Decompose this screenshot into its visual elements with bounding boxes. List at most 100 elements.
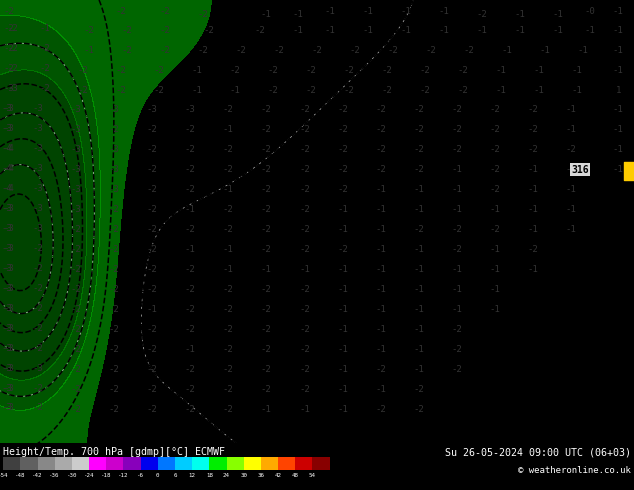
Text: -6: -6 — [137, 473, 144, 478]
Text: -1: -1 — [540, 46, 550, 54]
Text: -2: -2 — [451, 245, 462, 254]
Text: -2: -2 — [255, 25, 265, 35]
Text: -4: -4 — [3, 144, 14, 153]
Text: -1: -1 — [299, 405, 309, 414]
Text: -2: -2 — [153, 66, 164, 74]
Bar — [278, 458, 295, 469]
Text: -2: -2 — [489, 125, 500, 134]
Bar — [209, 458, 226, 469]
Text: -4: -4 — [1, 144, 11, 153]
Text: -2: -2 — [33, 244, 43, 253]
Text: -1: -1 — [191, 86, 202, 95]
Text: -18: -18 — [101, 473, 112, 478]
Text: -2: -2 — [261, 385, 271, 394]
Text: -3: -3 — [3, 204, 14, 213]
Text: -1: -1 — [613, 25, 623, 35]
Text: -2: -2 — [299, 345, 309, 354]
Text: -2: -2 — [236, 46, 246, 54]
Text: -2: -2 — [223, 325, 233, 334]
Text: -3: -3 — [3, 324, 14, 333]
Text: -2: -2 — [299, 146, 309, 154]
Text: -2: -2 — [147, 325, 157, 334]
Text: -2: -2 — [261, 185, 271, 195]
Text: 12: 12 — [189, 473, 196, 478]
Text: -3: -3 — [3, 384, 14, 392]
Text: -2: -2 — [109, 205, 119, 214]
Text: -1: -1 — [375, 285, 385, 294]
Text: -2: -2 — [39, 64, 49, 73]
Text: -2: -2 — [477, 10, 487, 19]
Text: -2: -2 — [299, 285, 309, 294]
Text: -1: -1 — [613, 165, 623, 174]
Text: -3: -3 — [1, 104, 11, 113]
Text: -3: -3 — [71, 105, 81, 115]
Text: -4: -4 — [3, 184, 14, 193]
Text: -3: -3 — [1, 124, 11, 133]
Text: -2: -2 — [527, 125, 538, 134]
Text: -2: -2 — [185, 405, 195, 414]
Text: -2: -2 — [306, 86, 316, 95]
Text: -2: -2 — [153, 86, 164, 95]
Text: -2: -2 — [337, 165, 347, 174]
Text: -1: -1 — [451, 265, 462, 274]
Text: -1: -1 — [39, 24, 49, 33]
Text: -1: -1 — [489, 245, 500, 254]
Text: -3: -3 — [1, 244, 11, 253]
Text: -2: -2 — [566, 146, 576, 154]
Text: -2: -2 — [160, 46, 170, 54]
Text: -1: -1 — [489, 285, 500, 294]
Text: -2: -2 — [109, 345, 119, 354]
Text: -1: -1 — [337, 285, 347, 294]
Text: -2: -2 — [261, 205, 271, 214]
Text: -3: -3 — [109, 105, 119, 115]
Text: -1: -1 — [375, 205, 385, 214]
Bar — [72, 458, 89, 469]
Text: -1: -1 — [337, 225, 347, 234]
Text: -3: -3 — [1, 403, 11, 413]
Text: -1: -1 — [413, 265, 424, 274]
Text: -2: -2 — [185, 365, 195, 374]
Text: -2: -2 — [261, 165, 271, 174]
Text: -3: -3 — [33, 364, 43, 372]
Text: -2: -2 — [71, 245, 81, 254]
Text: 24: 24 — [223, 473, 230, 478]
Text: -1: -1 — [337, 385, 347, 394]
Text: -2: -2 — [413, 405, 424, 414]
Text: -1: -1 — [413, 205, 424, 214]
Text: -2: -2 — [375, 125, 385, 134]
Text: -2: -2 — [109, 305, 119, 314]
Text: -2: -2 — [489, 185, 500, 195]
Text: -1: -1 — [572, 66, 582, 74]
Text: -2: -2 — [299, 325, 309, 334]
Text: -1: -1 — [496, 66, 506, 74]
Text: -2: -2 — [350, 46, 360, 54]
Text: -1: -1 — [401, 6, 411, 16]
Text: -2: -2 — [71, 385, 81, 394]
Text: -2: -2 — [223, 365, 233, 374]
Text: -2: -2 — [223, 405, 233, 414]
Text: -2: -2 — [306, 66, 316, 74]
Bar — [20, 458, 37, 469]
Text: -3: -3 — [3, 343, 14, 353]
Text: -2: -2 — [451, 225, 462, 234]
Text: -2: -2 — [261, 365, 271, 374]
Text: -3: -3 — [33, 164, 43, 173]
Text: -2: -2 — [33, 264, 43, 273]
Text: -3: -3 — [33, 224, 43, 233]
Text: -2: -2 — [160, 25, 170, 35]
Text: -2: -2 — [223, 205, 233, 214]
Text: -1: -1 — [502, 46, 512, 54]
Text: -2: -2 — [33, 403, 43, 413]
Text: -1: -1 — [515, 25, 525, 35]
Text: -2: -2 — [299, 105, 309, 115]
Text: -2: -2 — [388, 46, 398, 54]
Text: -0: -0 — [585, 6, 595, 16]
Text: -3: -3 — [1, 284, 11, 293]
Text: -1: -1 — [230, 86, 240, 95]
Text: -2: -2 — [147, 225, 157, 234]
Text: -2: -2 — [451, 345, 462, 354]
Text: -2: -2 — [451, 125, 462, 134]
Text: -2: -2 — [185, 385, 195, 394]
Text: -1: -1 — [375, 305, 385, 314]
Text: -2: -2 — [268, 86, 278, 95]
